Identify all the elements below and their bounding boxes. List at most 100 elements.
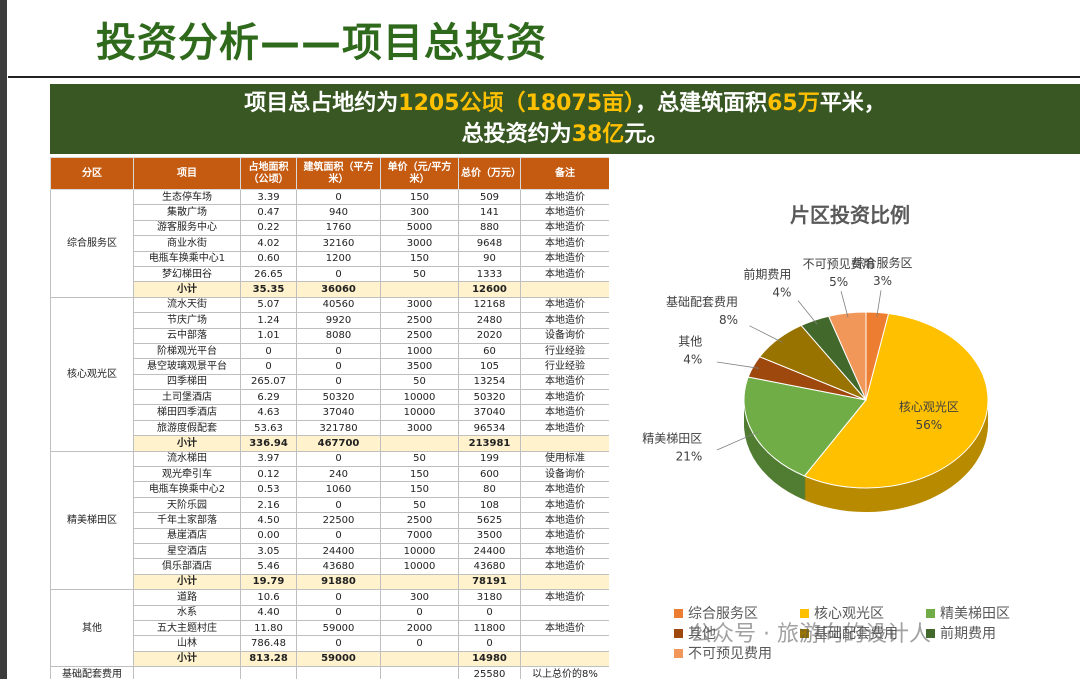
slice-side [804,321,988,496]
table-row: 千年土家部落 4.50 22500 2500 5625 本地造价 [51,512,609,529]
table-cell: 0.00 [240,527,297,544]
table-row: 五大主题村庄 11.80 59000 2000 11800 本地造价 [51,619,609,637]
table-cell: 60 [458,342,521,360]
slice-side [804,317,988,493]
table-row: 电瓶车换乘中心2 0.53 1060 150 80 本地造价 [51,481,609,498]
table-cell: 游客服务中心 [133,219,241,237]
slice-side [828,328,866,416]
slice-side [828,314,866,402]
subtotal-row: 小计 19.79 91880 78191 [51,573,609,591]
slice-side [828,324,866,412]
table-cell: 43680 [296,558,381,575]
pie-slice [803,312,989,489]
slice-side [866,326,889,414]
slice-side [748,376,866,420]
table-row: 俱乐部酒店 5.46 43680 10000 43680 本地造价 [51,558,609,575]
banner-highlight: 38亿 [571,122,625,147]
table-row: 土司堡酒店 6.29 50320 10000 50320 本地造价 [51,389,609,406]
data-label-value: 4% [683,353,702,367]
slice-side [866,324,889,412]
subtotal-cell [380,281,459,298]
table-cell: 5000 [380,219,459,237]
subtotal-cell: 小计 [133,650,241,668]
slice-side [748,374,866,418]
table-cell: 5.46 [240,558,297,575]
slice-side [759,327,866,402]
table-cell: 商业水街 [133,235,241,252]
table-cell: 90 [458,250,521,267]
leader-line [716,431,759,451]
slice-side [744,401,866,500]
slice-side [828,330,866,418]
table-cell: 2000 [380,619,459,637]
table-cell: 5.07 [240,296,297,314]
legend-swatch [674,649,683,658]
slice-side [759,333,866,408]
table-cell: 600 [458,466,521,483]
table-cell: 3500 [380,358,459,375]
table-cell: 千年土家部落 [133,512,241,529]
table-cell: 梦幻梯田谷 [133,265,241,283]
data-label-value: 4% [772,285,791,299]
table-cell: 2500 [380,512,459,529]
legend-swatch [674,609,683,618]
legend-label: 其他 [688,626,716,642]
table-cell: 0 [296,496,381,514]
table-cell: 4.63 [240,404,297,421]
banner-text: 平米， [819,91,886,116]
table-cell: 电瓶车换乘中心1 [133,250,241,267]
table-row: 云中部落 1.01 8080 2500 2020 设备询价 [51,327,609,344]
slice-side [748,366,866,410]
table-row: 集散广场 0.47 940 300 141 本地造价 [51,204,609,221]
table-container: 分区 项目 占地面积（公顷） 建筑面积（平方米） 单价（元/平方米） 总价（万元） 备注 综… [50,157,609,679]
table-row: 山林 786.48 0 0 0 [51,635,609,652]
slice-side [759,349,866,424]
slice-side [804,323,988,499]
table-cell: 26.65 [240,265,297,283]
table-cell: 4.02 [240,235,297,252]
slice-side [744,393,866,492]
slice-side [866,336,889,424]
slice-side [801,322,866,406]
leader-line [876,290,882,317]
slice-side [804,337,988,512]
table-row: 电瓶车换乘中心1 0.60 1200 150 90 本地造价 [51,250,609,267]
slice-side [866,318,889,406]
table-cell: 道路 [133,589,241,606]
banner-highlight: 65万 [767,91,820,116]
table-cell: 24400 [458,542,521,560]
table-cell: 0 [240,342,297,360]
slice-side [759,345,866,420]
left-bar [0,0,7,679]
data-label-name: 前期费用 [743,266,791,281]
subtotal-cell [520,650,609,668]
table-cell: 24400 [296,542,381,560]
table-cell [380,666,459,679]
table-cell: 1060 [296,481,381,498]
table-cell: 1333 [458,265,521,283]
data-label-name: 基础配套费用 [666,295,738,309]
table-row: 天阶乐园 2.16 0 50 108 本地造价 [51,496,609,514]
column-header: 总价（万元） [458,157,521,190]
subtotal-cell: 35.35 [240,281,297,298]
table-cell: 0.12 [240,466,297,483]
slice-side [744,389,866,488]
table-cell: 3000 [380,296,459,314]
slice-side [866,322,889,410]
slice-side [748,362,866,406]
legend-swatch [926,629,935,638]
table-cell: 本地造价 [520,219,609,237]
table-cell: 0 [296,342,381,360]
table-cell [133,666,241,679]
header-row: 分区 项目 占地面积（公顷） 建筑面积（平方米） 单价（元/平方米） 总价（万元） 备注 [50,157,609,190]
table-row: 四季梯田 265.07 0 50 13254 本地造价 [51,373,609,391]
legend-label: 核心观光区 [814,606,884,622]
table-cell: 150 [380,250,459,267]
table-cell: 0.47 [240,204,297,221]
slice-side [743,399,866,498]
table-cell: 0 [458,635,521,652]
slice-side [804,335,988,510]
table-row: 梯田四季酒店 4.63 37040 10000 37040 本地造价 [51,404,609,421]
subtotal-cell: 813.28 [240,650,297,668]
